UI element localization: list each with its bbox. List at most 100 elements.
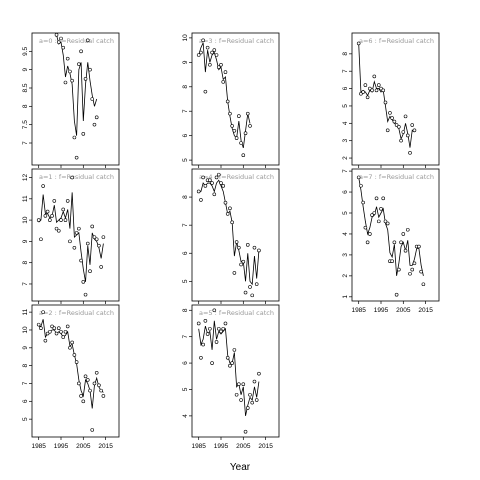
- data-point: [245, 111, 250, 116]
- panel-frame: [191, 304, 280, 438]
- data-point: [254, 398, 259, 402]
- data-point: [88, 388, 92, 393]
- data-point: [250, 293, 255, 298]
- y-tick-label: 5: [342, 211, 349, 215]
- y-tick-label: 10: [22, 216, 29, 224]
- panel-label: a=1 : f=Residual catch: [39, 173, 114, 181]
- data-point: [52, 326, 57, 330]
- data-point: [394, 292, 399, 297]
- data-point: [401, 130, 406, 134]
- data-point: [223, 321, 228, 326]
- data-point: [356, 175, 361, 180]
- y-tick-label: 7: [342, 169, 349, 173]
- data-point: [365, 95, 370, 100]
- data-point: [421, 282, 426, 287]
- data-point: [39, 237, 43, 242]
- y-tick-label: 1: [342, 295, 349, 299]
- data-point: [72, 135, 77, 140]
- panel-frame: [31, 32, 120, 166]
- data-point: [45, 209, 50, 214]
- data-point: [63, 218, 68, 222]
- data-point: [212, 48, 217, 52]
- data-point: [403, 114, 408, 119]
- data-point: [405, 227, 410, 232]
- panel-label: a=2 : f=Residual catch: [39, 309, 114, 317]
- data-point: [72, 353, 77, 357]
- y-tick-label: 8: [342, 52, 349, 56]
- panel-frame: [191, 32, 280, 166]
- data-point: [63, 80, 68, 85]
- data-point: [245, 406, 250, 410]
- data-point: [254, 282, 259, 286]
- data-point: [408, 151, 412, 155]
- y-tick-label: 7.5: [22, 120, 29, 129]
- data-point: [65, 56, 70, 61]
- y-tick-label: 4: [342, 121, 349, 125]
- panel-frame: [351, 32, 440, 166]
- y-tick-label: 11: [22, 195, 29, 202]
- data-point: [68, 346, 72, 350]
- data-point: [39, 326, 43, 330]
- y-tick-label: 8: [22, 104, 29, 108]
- y-tick-label: 3: [342, 253, 349, 257]
- data-point: [36, 322, 41, 327]
- panel-5: a=4 : f=Residual catch 5 6 7 8: [182, 168, 280, 304]
- data-point: [74, 360, 79, 364]
- data-point: [383, 100, 388, 105]
- data-point: [232, 128, 237, 133]
- x-tick-label: 2015: [98, 443, 113, 450]
- data-point: [199, 198, 203, 202]
- panel-label: a=0 : f=Residual catch: [39, 37, 114, 45]
- panel-frame: [351, 168, 440, 302]
- y-tick-label: 4: [182, 414, 189, 418]
- y-tick-label: 9: [182, 60, 189, 64]
- data-point: [376, 219, 381, 224]
- data-point: [401, 232, 406, 236]
- data-point: [94, 237, 99, 242]
- data-point: [419, 269, 423, 274]
- data-point: [41, 184, 45, 188]
- data-point: [45, 331, 50, 336]
- data-point: [361, 200, 365, 205]
- data-point: [210, 181, 214, 185]
- panel-6: a=7 : f=Residual catch 1 2 3 4 5 6 7 1985 1995 200…: [342, 168, 440, 314]
- data-point: [374, 196, 379, 201]
- y-tick-label: 6: [182, 133, 189, 137]
- data-point: [397, 124, 401, 129]
- data-point: [85, 378, 90, 382]
- data-point: [372, 74, 377, 79]
- data-point: [363, 225, 368, 230]
- y-tick-label: 6: [22, 399, 29, 403]
- data-point: [214, 340, 219, 344]
- data-point: [248, 124, 252, 128]
- data-point: [388, 111, 392, 115]
- data-point: [252, 245, 257, 250]
- data-point: [85, 241, 90, 246]
- data-point: [99, 265, 103, 269]
- data-point: [72, 245, 77, 250]
- y-tick-label: 9.5: [22, 46, 29, 55]
- data-point: [392, 240, 397, 245]
- data-point: [232, 271, 237, 275]
- y-tick-label: 7: [182, 109, 189, 113]
- data-point: [92, 235, 97, 239]
- data-point: [50, 214, 54, 218]
- x-tick-label: 1985: [191, 443, 206, 450]
- data-point: [383, 219, 388, 224]
- data-point: [252, 379, 257, 384]
- data-point: [214, 53, 219, 57]
- series-line: [198, 179, 260, 286]
- data-point: [205, 45, 210, 50]
- data-point: [83, 292, 88, 297]
- data-point: [79, 49, 83, 54]
- data-point: [43, 214, 48, 218]
- data-point: [234, 392, 239, 397]
- data-point: [228, 206, 232, 211]
- data-point: [257, 248, 261, 253]
- data-point: [410, 267, 415, 272]
- data-point: [79, 258, 83, 263]
- data-point: [248, 285, 252, 289]
- panel-frame: [31, 168, 120, 302]
- data-point: [81, 399, 86, 404]
- data-point: [77, 226, 81, 231]
